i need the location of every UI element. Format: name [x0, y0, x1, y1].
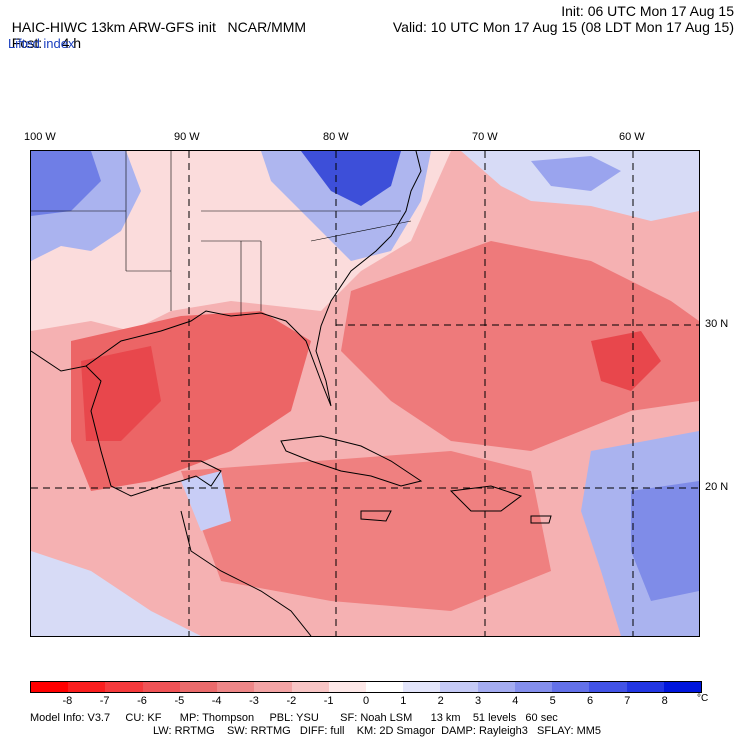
- model-title: HAIC-HIWC 13km ARW-GFS init NCAR/MMM: [11, 19, 307, 35]
- state-borders: [31, 151, 412, 316]
- cool-patch-atlantic: [531, 156, 621, 191]
- forecast-hour: Fcst: 4 h: [11, 35, 82, 51]
- colorbar-segment: [477, 682, 515, 692]
- colorbar-segment: [514, 682, 553, 692]
- colorbar-segment: [254, 682, 292, 692]
- lat-label-20n: 20 N: [705, 481, 729, 493]
- colorbar-segment: [142, 682, 180, 692]
- colorbar-tick-label: -6: [137, 695, 147, 707]
- hispaniola-outline: [449, 485, 523, 512]
- gulf-coastline: [31, 350, 222, 497]
- cool-region-northwest-core: [31, 151, 101, 216]
- cool-region-southeast-core: [631, 481, 699, 601]
- lon-label-90w: 90 W: [174, 131, 200, 143]
- colorbar-unit: °C: [697, 693, 709, 704]
- lifted-index-map: [30, 150, 700, 637]
- colorbar-tick-label: 1: [400, 695, 407, 707]
- colorbar-segment: [589, 682, 627, 692]
- cool-region-pacific: [31, 551, 201, 636]
- model-info-line2: LW: RRTMG SW: RRTMG DIFF: full KM: 2D Sm…: [153, 725, 602, 737]
- cool-region-yucatan: [181, 471, 231, 531]
- colorbar-segment: [626, 682, 664, 692]
- colorbar-segment: [365, 682, 404, 692]
- colorbar-segment: [552, 682, 590, 692]
- puerto-rico-outline: [530, 515, 552, 524]
- central-america-coast: [180, 510, 312, 636]
- colorbar-tick-label: -1: [323, 695, 334, 707]
- colorbar-segment: [179, 682, 218, 692]
- warm-core-gulf-west: [81, 346, 161, 441]
- model-info-line1: Model Info: V3.7 CU: KF MP: Thompson PBL…: [30, 712, 558, 724]
- lon-label-70w: 70 W: [472, 131, 498, 143]
- colorbar-tick-label: -4: [211, 695, 222, 707]
- latlon-grid: [31, 151, 699, 636]
- colorbar-segment: [328, 682, 366, 692]
- colorbar-segment: [440, 682, 478, 692]
- colorbar-tick-label: 8: [661, 695, 668, 707]
- colorbar-tick-label: -2: [286, 695, 297, 707]
- colorbar-segment: [31, 682, 69, 692]
- warm-core-caribbean: [181, 451, 551, 611]
- colorbar-segment: [403, 682, 441, 692]
- colorbar-tick-label: -3: [249, 695, 259, 707]
- colorbar-tick-label: 5: [549, 695, 556, 707]
- lat-label-30n: 30 N: [705, 318, 729, 330]
- warm-core-atlantic: [341, 241, 699, 451]
- lon-label-60w: 60 W: [619, 131, 645, 143]
- init-time: Init: 06 UTC Mon 17 Aug 15: [561, 3, 734, 19]
- jamaica-outline: [360, 510, 392, 522]
- colorbar-segment: [291, 682, 329, 692]
- colorbar-tick-label: 4: [512, 695, 519, 707]
- colorbar-tick-label: 7: [624, 695, 631, 707]
- warm-core-atlantic-east: [591, 331, 661, 391]
- lon-label-100w: 100 W: [24, 131, 56, 143]
- colorbar-tick-label: 3: [474, 695, 482, 707]
- cool-region-mid-atlantic-core: [301, 151, 401, 206]
- lon-label-80w: 80 W: [323, 131, 349, 143]
- map-canvas: [31, 151, 699, 636]
- cuba-outline: [280, 435, 423, 487]
- colorbar-tick-label: 0: [362, 695, 370, 707]
- colorbar-segment: [105, 682, 143, 692]
- colorbar-segment: [217, 682, 255, 692]
- colorbar-tick-label: 2: [437, 695, 444, 707]
- colorbar: [30, 681, 702, 693]
- colorbar-tick-label: -8: [62, 695, 73, 707]
- field-name: Lifted index: [8, 36, 75, 51]
- colorbar-tick-label: -7: [99, 695, 110, 707]
- colorbar-tick-label: -5: [174, 695, 185, 707]
- valid-time: Valid: 10 UTC Mon 17 Aug 15 (08 LDT Mon …: [392, 19, 734, 35]
- colorbar-segment: [68, 682, 106, 692]
- colorbar-tick-label: 6: [586, 695, 594, 707]
- colorbar-segment: [663, 682, 701, 692]
